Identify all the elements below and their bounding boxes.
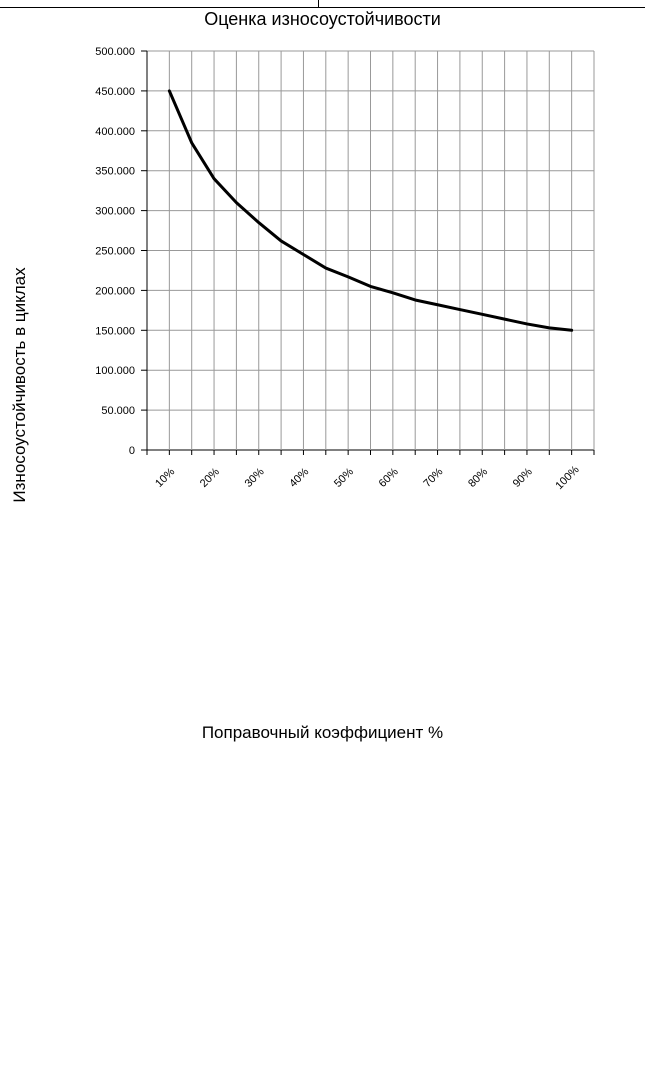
x-tick-label: 80% xyxy=(466,466,490,490)
y-tick-label: 50.000 xyxy=(101,405,135,417)
chart-title: Оценка износоустойчивости xyxy=(204,9,441,29)
y-tick-label: 200.000 xyxy=(95,285,135,297)
top-rule xyxy=(0,7,645,8)
y-tick-label: 400.000 xyxy=(95,126,135,138)
x-tick-label: 100% xyxy=(553,464,582,493)
x-tick-label: 10% xyxy=(153,466,177,490)
y-tick-label: 100.000 xyxy=(95,365,135,377)
y-tick-label: 150.000 xyxy=(95,325,135,337)
x-tick-label: 90% xyxy=(511,466,535,490)
y-tick-label: 350.000 xyxy=(95,166,135,178)
x-tick-label: 50% xyxy=(332,466,356,490)
data-line xyxy=(167,89,574,332)
y-tick-label: 0 xyxy=(129,445,135,457)
x-tick-label: 70% xyxy=(421,466,445,490)
x-tick-label: 30% xyxy=(243,466,267,490)
y-tick-label: 300.000 xyxy=(95,206,135,218)
top-mark xyxy=(318,0,323,7)
x-tick-label: 20% xyxy=(198,466,222,490)
chart-plot: 0 50.000 100.000 150.000 200.000 250.000 300.0… xyxy=(95,46,595,493)
y-tick-label: 450.000 xyxy=(95,86,135,98)
x-axis-label: Поправочный коэффициент % xyxy=(201,723,444,742)
y-tick-label: 250.000 xyxy=(95,246,135,258)
x-tick-label: 60% xyxy=(377,466,401,490)
x-tick-label: 40% xyxy=(287,466,311,490)
y-tick-label: 500.000 xyxy=(95,46,135,58)
